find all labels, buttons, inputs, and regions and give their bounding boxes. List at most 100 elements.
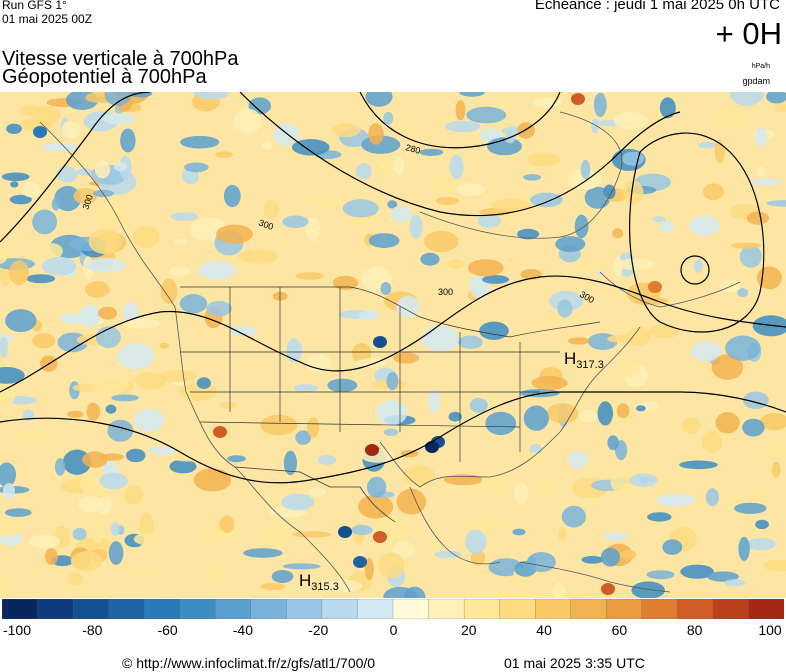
high-pressure-center-east: H317.3 [564, 349, 604, 371]
velocity-cell [697, 141, 718, 149]
velocity-cell [67, 410, 84, 418]
velocity-cell [467, 259, 504, 277]
velocity-cell [526, 152, 561, 167]
contour-labels: 300 280 300 300 300 [80, 142, 596, 305]
velocity-cell [756, 166, 767, 177]
color-swatch [108, 599, 145, 619]
velocity-cell [260, 583, 286, 591]
velocity-cell [707, 571, 739, 582]
velocity-cell [355, 163, 372, 180]
velocity-cell [72, 527, 87, 541]
velocity-cell [377, 552, 405, 579]
velocity-cell [532, 97, 562, 108]
color-scale-swatches [2, 599, 784, 619]
velocity-cell [752, 315, 786, 337]
caribbean-islands [519, 561, 671, 593]
velocity-cell [386, 372, 399, 391]
velocity-cell [180, 135, 220, 149]
run-model-label: Run GFS 1° [2, 0, 67, 12]
color-scale-tick-label: -80 [82, 622, 103, 638]
velocity-cell [205, 565, 225, 582]
color-scale-tick-label: 40 [536, 622, 552, 638]
gulf-atlantic-coastline [379, 326, 641, 488]
color-swatch [37, 599, 74, 619]
velocity-cell [459, 92, 485, 97]
state-borders [229, 287, 521, 462]
velocity-cell [91, 375, 129, 396]
velocity-cell [160, 278, 178, 304]
velocity-cell [712, 107, 745, 128]
map-title-vertical-velocity: Vitesse verticale à 700hPa [2, 48, 239, 70]
velocity-cell [404, 586, 426, 598]
velocity-cell [129, 568, 157, 576]
velocity-cell [305, 195, 345, 208]
velocity-cell [376, 400, 408, 426]
velocity-cell [243, 548, 283, 558]
velocity-cell-strong [353, 556, 367, 568]
velocity-cell [703, 183, 724, 201]
velocity-cell [445, 120, 481, 133]
velocity-cell [620, 549, 637, 560]
velocity-cell [402, 465, 436, 486]
velocity-cell [5, 309, 37, 333]
color-swatch [286, 599, 323, 619]
velocity-cell [85, 281, 110, 298]
velocity-cell [434, 550, 462, 558]
velocity-cell [689, 215, 720, 236]
velocity-cell [120, 128, 136, 153]
velocity-cell [281, 493, 315, 511]
velocity-cell [32, 333, 56, 349]
velocity-cell [373, 157, 396, 174]
velocity-cell [91, 519, 104, 544]
velocity-cell [292, 531, 332, 538]
contour-280 [359, 92, 561, 149]
velocity-cell [182, 168, 200, 185]
velocity-cell [443, 474, 483, 486]
velocity-cell [26, 274, 56, 284]
velocity-cell [73, 187, 98, 205]
velocity-cell [766, 200, 786, 207]
velocity-cell [56, 166, 78, 183]
velocity-cell [307, 417, 320, 438]
velocity-cell [393, 352, 420, 364]
color-swatch [144, 599, 181, 619]
velocity-cell [262, 140, 273, 150]
velocity-cell [617, 358, 640, 378]
velocity-cell [568, 169, 602, 190]
velocity-cell [260, 414, 298, 436]
velocity-cell [78, 304, 101, 327]
velocity-cell [158, 369, 196, 383]
color-swatch [428, 599, 465, 619]
velocity-cell [10, 181, 19, 188]
velocity-cell [368, 233, 400, 249]
velocity-cell [755, 127, 768, 148]
contour-300-northwest [0, 92, 151, 243]
velocity-cell-strong [213, 426, 227, 438]
color-swatch [535, 599, 572, 619]
velocity-cell [652, 216, 666, 223]
velocity-cell [0, 519, 23, 537]
velocity-cell [420, 252, 440, 266]
velocity-cell [715, 411, 740, 434]
velocity-cell [104, 92, 131, 106]
velocity-cell [101, 453, 125, 461]
color-swatch [463, 599, 501, 619]
velocity-cell [607, 435, 619, 451]
velocity-cell [652, 109, 662, 122]
velocity-cell [354, 358, 387, 368]
velocity-cell [465, 529, 487, 554]
us-canada-border [180, 286, 601, 338]
velocity-cell [396, 123, 419, 136]
color-swatch [606, 599, 643, 619]
velocity-cell-strong [648, 281, 662, 293]
velocity-cell [21, 181, 40, 198]
velocity-cell [555, 236, 586, 253]
velocity-cell [577, 260, 611, 272]
velocity-cell [616, 403, 630, 419]
velocity-cell [41, 256, 77, 276]
velocity-cell [333, 275, 358, 291]
velocity-cell [1, 172, 30, 182]
velocity-cell [428, 388, 441, 413]
velocity-cell [447, 259, 465, 269]
contour-closed-small [680, 255, 710, 285]
